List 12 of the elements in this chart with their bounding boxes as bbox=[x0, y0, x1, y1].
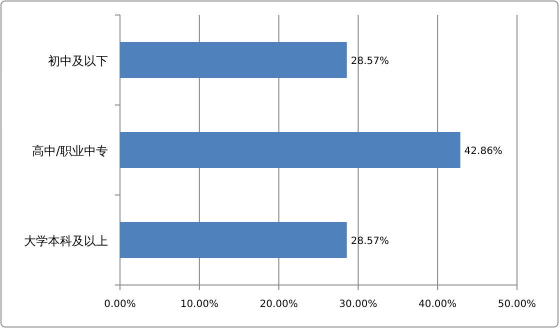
x-tick-label: 10.00% bbox=[180, 299, 218, 310]
y-tick-label: 初中及以下 bbox=[48, 54, 108, 68]
data-label: 42.86% bbox=[464, 146, 502, 157]
y-tick-label: 大学本科及以上 bbox=[24, 234, 108, 248]
x-tick-label: 50.00% bbox=[498, 299, 536, 310]
x-tick-label: 40.00% bbox=[418, 299, 457, 310]
y-tick-label: 高中/职业中专 bbox=[32, 144, 108, 158]
data-label: 28.57% bbox=[350, 56, 389, 67]
x-tick-label: 30.00% bbox=[339, 299, 378, 310]
x-tick-label: 0.00% bbox=[104, 299, 136, 310]
x-tick-label: 20.00% bbox=[260, 299, 298, 310]
data-label: 28.57% bbox=[350, 236, 389, 247]
